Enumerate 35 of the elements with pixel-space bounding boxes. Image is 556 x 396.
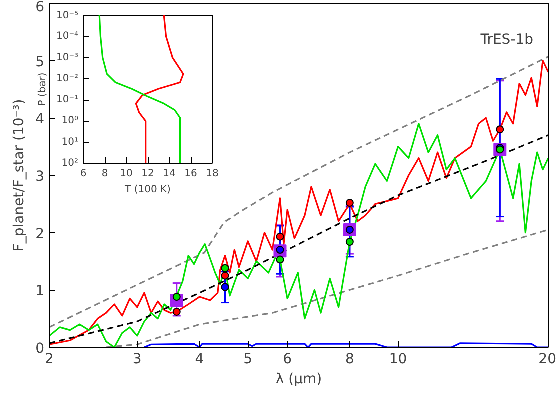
x-tick-label: 18 [206,168,219,180]
x-tick-label: 4 [195,352,204,368]
x-tick-label: 8 [102,168,108,180]
y-tick-label: 10⁻³ [56,52,79,64]
y-tick-label: 10¹ [62,136,78,148]
y-tick-label: 10² [62,158,78,169]
y-tick-label: 1 [36,284,45,300]
y-axis-title: P (bar) [37,72,48,106]
y-axis-title: F_planet/F_star (10⁻³) [12,99,28,252]
line-series [98,16,182,164]
y-tick-label: 10⁰ [62,116,78,127]
x-tick-label: 20 [538,352,556,368]
x-tick-label: 16 [184,168,198,180]
x-axis-title: T (100 K) [124,184,172,196]
y-tick-label: 10⁻⁵ [56,10,79,22]
y-tick-label: 10⁻² [56,73,79,84]
annotation: TrES-1b [480,32,534,48]
x-tick-label: 8 [345,352,354,368]
x-tick-label: 6 [80,168,87,180]
x-tick-label: 12 [142,168,154,180]
y-tick-label: 4 [36,112,45,128]
line-series [135,16,184,164]
y-tick-label: 2 [36,226,45,242]
x-tick-label: 3 [132,352,142,368]
y-tick-label: 0 [36,341,45,357]
y-tick-label: 10⁻¹ [56,94,79,106]
x-tick-label: 10 [389,352,408,368]
x-tick-label: 14 [163,168,176,180]
y-tick-label: 5 [36,54,45,70]
x-tick-label: 10 [120,168,133,180]
x-tick-label: 5 [244,352,253,368]
x-axis-title: λ (μm) [276,372,322,388]
x-tick-label: 6 [283,352,292,368]
y-tick-label: 10⁻⁴ [56,31,79,42]
y-tick-label: 6 [36,0,45,16]
